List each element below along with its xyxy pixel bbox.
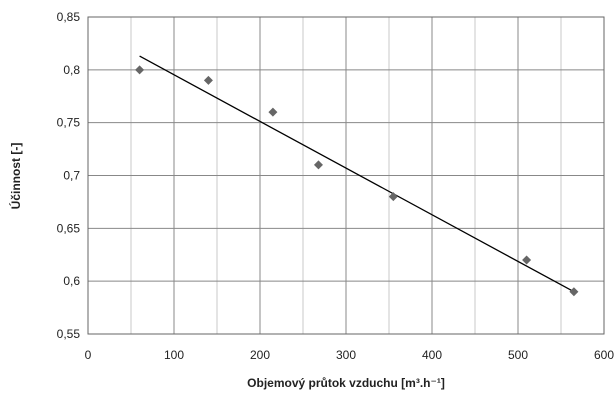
y-tick-label: 0,65 <box>57 221 81 235</box>
trendline-group <box>139 55 575 293</box>
data-point <box>135 65 145 75</box>
plot-area-border <box>87 16 605 335</box>
x-tick-label: 100 <box>164 348 184 362</box>
y-tick-label: 0,85 <box>57 10 81 24</box>
x-tick-label: 200 <box>250 348 270 362</box>
grid <box>87 16 605 335</box>
data-point <box>388 192 398 202</box>
x-axis-title: Objemový průtok vzduchu [m³.h⁻¹] <box>247 376 445 390</box>
data-point <box>203 75 213 85</box>
y-tick-label: 0,6 <box>63 274 80 288</box>
y-axis-title: Účinnost [-] <box>8 143 23 210</box>
y-tick-label: 0,8 <box>63 63 80 77</box>
data-point <box>268 107 278 117</box>
data-points <box>135 65 579 297</box>
y-axis-ticks: 0,55 0,6 0,65 0,7 0,75 0,8 0,85 <box>57 10 81 341</box>
x-tick-label: 600 <box>594 348 614 362</box>
data-point <box>522 255 532 265</box>
x-tick-label: 500 <box>508 348 528 362</box>
y-tick-label: 0,7 <box>63 169 80 183</box>
data-point <box>569 287 579 297</box>
trendline <box>139 55 575 293</box>
y-tick-label: 0,55 <box>57 327 81 341</box>
data-point <box>313 160 323 170</box>
x-tick-label: 300 <box>336 348 356 362</box>
y-tick-label: 0,75 <box>57 116 81 130</box>
x-tick-label: 0 <box>85 348 92 362</box>
x-tick-label: 400 <box>422 348 442 362</box>
x-axis-ticks: 0 100 200 300 400 500 600 <box>85 348 615 362</box>
